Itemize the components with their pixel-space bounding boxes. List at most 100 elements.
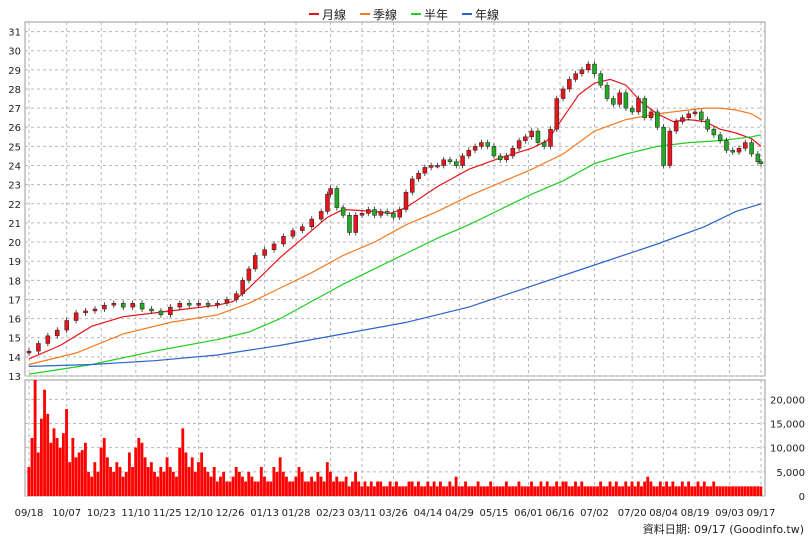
price-y-tick-label: 30 <box>8 47 21 58</box>
volume-bar <box>80 450 84 496</box>
candle-body <box>359 213 365 216</box>
x-tick-label: 08/19 <box>681 508 710 519</box>
candle-body <box>149 308 154 312</box>
candle-body <box>686 113 691 118</box>
volume-bar <box>712 481 716 496</box>
candle-body <box>391 213 396 218</box>
volume-bar <box>530 481 533 496</box>
candle-body <box>667 130 673 166</box>
candle-body <box>523 136 528 141</box>
volume-bar <box>533 486 537 496</box>
volume-bar <box>281 471 285 496</box>
volume-bar <box>721 486 725 496</box>
price-y-tick-label: 20 <box>8 238 21 249</box>
candle-body <box>554 98 560 130</box>
volume-bar <box>486 486 489 496</box>
price-y-tick-label: 18 <box>8 276 21 287</box>
volume-bar <box>347 486 351 496</box>
volume-bar <box>523 486 527 496</box>
volume-bar <box>149 462 153 496</box>
volume-bar <box>266 481 270 496</box>
volume-bar <box>241 476 244 496</box>
volume-bar <box>401 486 405 496</box>
candle-body <box>724 140 729 151</box>
volume-bar <box>376 481 379 496</box>
volume-bar <box>52 428 56 496</box>
volume-bar <box>680 481 684 496</box>
volume-bar <box>640 486 643 496</box>
price-panel: 13 14 15 16 17 18 19 20 21 22 23 24 25 26 27 28 29 30 31 <box>8 21 766 383</box>
volume-bar <box>473 486 477 496</box>
volume-bar <box>153 471 156 496</box>
candle-body <box>353 215 358 233</box>
candle-body <box>491 146 497 157</box>
volume-bar <box>536 486 540 496</box>
volume-bar <box>526 486 530 496</box>
volume-bar <box>65 409 68 496</box>
candle-body <box>397 209 402 218</box>
volume-bar <box>684 486 687 496</box>
candle-body <box>428 165 434 168</box>
volume-bar <box>288 481 292 496</box>
legend-label-half-year: 半年 <box>424 7 449 22</box>
candle-body <box>541 142 547 147</box>
candle-body <box>730 149 735 153</box>
volume-bar <box>451 486 455 496</box>
volume-bar <box>175 476 178 496</box>
volume-bar <box>140 442 144 496</box>
volume-bar <box>574 481 577 496</box>
volume-bar <box>643 481 647 496</box>
volume-bar <box>197 462 200 496</box>
candle-body <box>177 303 183 308</box>
data-source-note: 資料日期: 09/17 (Goodinfo.tw) <box>642 523 804 536</box>
volume-bar <box>90 476 94 496</box>
candle-body <box>529 130 534 138</box>
legend-item-quarterly: 季線 <box>359 6 397 23</box>
legend-label-monthly: 月線 <box>321 7 346 22</box>
volume-bar <box>46 413 50 496</box>
volume-bar <box>561 481 565 496</box>
volume-bar <box>300 471 304 496</box>
x-tick-label: 12/10 <box>184 508 213 519</box>
volume-bar <box>156 476 160 496</box>
candle-body <box>318 211 324 220</box>
volume-bar <box>621 486 625 496</box>
candle-body <box>416 172 421 180</box>
candle-body <box>560 88 566 99</box>
volume-bar <box>272 467 276 496</box>
volume-bar <box>448 481 452 496</box>
candle-body <box>466 149 472 157</box>
candle-body <box>717 134 723 141</box>
volume-bar <box>589 486 593 496</box>
volume-bar <box>737 486 741 496</box>
candle-body <box>535 130 541 143</box>
x-tick-label: 06/01 <box>514 508 543 519</box>
candle-body <box>604 84 610 99</box>
volume-bar <box>517 481 521 496</box>
volume-bar <box>690 486 694 496</box>
candle-body <box>281 236 286 245</box>
volume-bar <box>68 462 72 496</box>
candle-body <box>673 121 679 132</box>
volume-bar <box>234 467 238 496</box>
ma-line-半年 <box>28 134 762 375</box>
volume-bar <box>668 486 672 496</box>
candle-body <box>403 192 409 210</box>
candle-body <box>300 226 305 231</box>
volume-bar <box>539 481 543 496</box>
candle-body <box>585 63 591 71</box>
volume-bar <box>699 486 703 496</box>
volume-bar <box>351 481 354 496</box>
x-tick-label: 10/07 <box>52 508 81 519</box>
x-tick-label: 07/20 <box>618 508 647 519</box>
candle-body <box>749 142 754 155</box>
price-y-tick-label: 29 <box>8 66 21 77</box>
volume-bar <box>178 447 182 496</box>
volume-bar <box>385 486 389 496</box>
volume-bar <box>734 486 738 496</box>
candle-body <box>196 303 201 306</box>
legend-item-half-year: 半年 <box>411 6 448 23</box>
volume-bar <box>435 486 439 496</box>
volume-bar <box>27 467 31 496</box>
volume-bar <box>338 481 342 496</box>
